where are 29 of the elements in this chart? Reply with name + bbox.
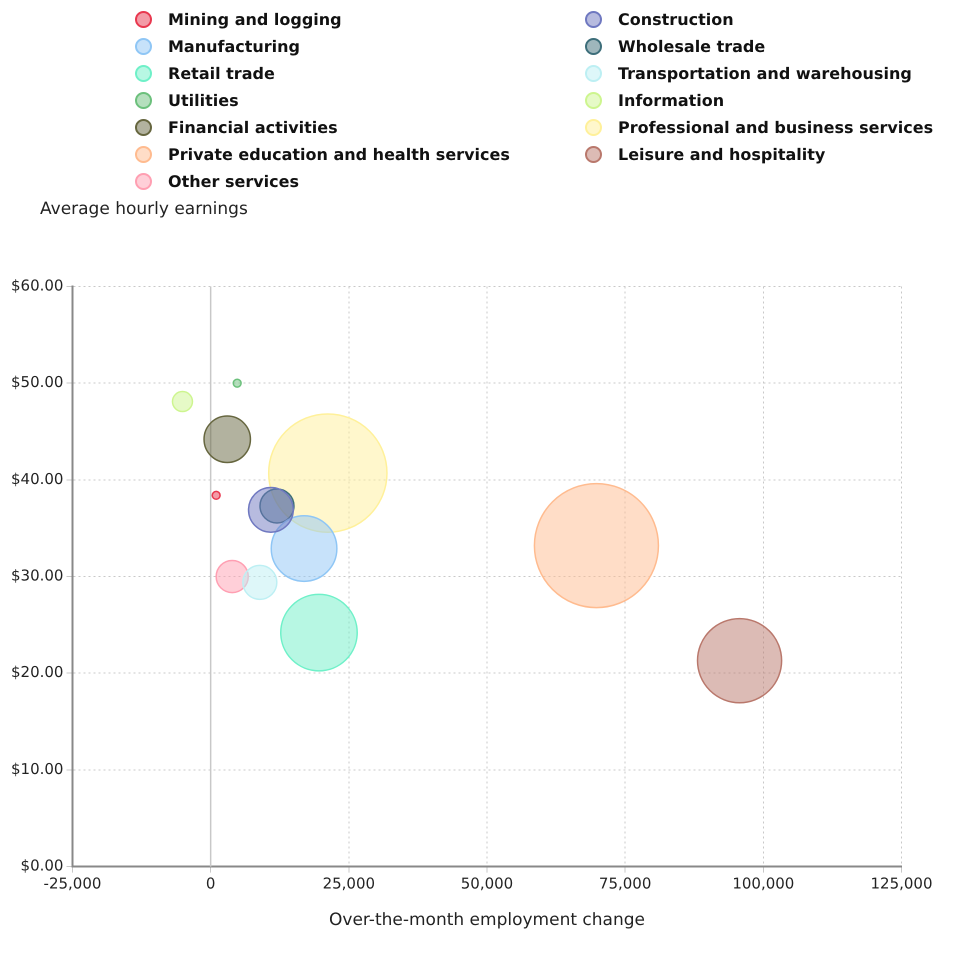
y-tick-label: $30.00 bbox=[10, 566, 64, 584]
legend-label: Wholesale trade bbox=[618, 37, 766, 56]
x-tick-label: 0 bbox=[206, 874, 216, 892]
y-axis-title: Average hourly earnings bbox=[39, 198, 249, 221]
y-tick-label: $10.00 bbox=[10, 760, 64, 778]
legend-label: Financial activities bbox=[168, 118, 338, 137]
legend-label: Utilities bbox=[168, 91, 239, 110]
x-axis-title: Over-the-month employment change bbox=[329, 910, 645, 930]
y-tick-label: $60.00 bbox=[10, 276, 64, 294]
legend-label: Other services bbox=[168, 172, 299, 191]
legend-label: Construction bbox=[618, 10, 734, 29]
legend-label: Transportation and warehousing bbox=[618, 64, 912, 83]
x-tick-label: -25,000 bbox=[44, 874, 102, 892]
y-tick-label: $40.00 bbox=[10, 470, 64, 488]
y-tick-label: $20.00 bbox=[10, 663, 64, 682]
legend-label: Leisure and hospitality bbox=[618, 145, 826, 164]
x-tick-label: 75,000 bbox=[598, 874, 652, 892]
x-tick-label: 125,000 bbox=[870, 874, 933, 892]
legend-label: Manufacturing bbox=[168, 37, 300, 56]
x-tick-label: 100,000 bbox=[732, 874, 794, 892]
x-tick-label: 50,000 bbox=[460, 874, 514, 892]
legend-label: Professional and business services bbox=[618, 118, 934, 137]
y-tick-label: $50.00 bbox=[10, 373, 64, 392]
legend-label: Information bbox=[618, 91, 724, 110]
x-tick-label: 25,000 bbox=[322, 874, 376, 892]
legend-label: Private education and health services bbox=[168, 145, 510, 164]
legend-label: Mining and logging bbox=[168, 10, 342, 29]
legend-label: Retail trade bbox=[168, 64, 275, 83]
y-tick-label: $0.00 bbox=[20, 856, 64, 874]
